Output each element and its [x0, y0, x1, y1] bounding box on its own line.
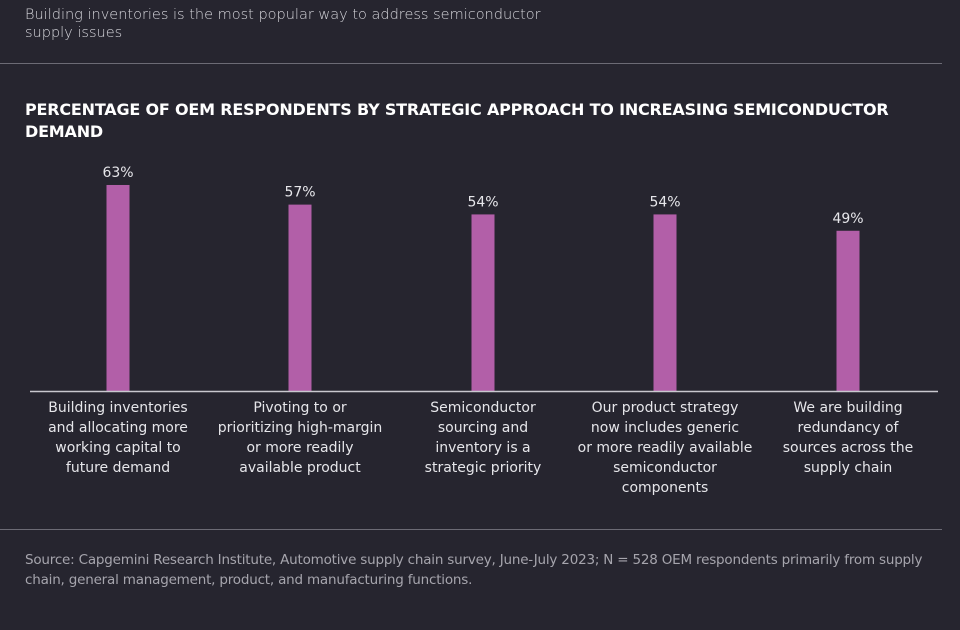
data-label-3: 54%	[467, 194, 498, 210]
data-label-1: 63%	[102, 165, 133, 181]
bottom-divider	[0, 529, 942, 530]
bar-1	[106, 184, 130, 391]
bar-2	[288, 204, 312, 391]
category-label-5: We are building redundancy of sources acro…	[782, 400, 914, 476]
top-divider	[0, 63, 942, 64]
bar-chart: 63% 57% 54% 54% 49%	[30, 165, 938, 393]
source-note: Source: Capgemini Research Institute, Au…	[25, 552, 923, 588]
data-label-4: 54%	[649, 194, 680, 210]
data-label-2: 57%	[284, 185, 315, 201]
category-label-4: Our product strategy now includes generic…	[577, 400, 753, 496]
data-label-5: 49%	[832, 211, 863, 227]
chart-title: PERCENTAGE OF OEM RESPONDENTS BY STRATEG…	[25, 100, 889, 141]
bar-4	[653, 214, 677, 391]
bar-5	[836, 230, 860, 391]
bars-group: 63% 57% 54% 54% 49%	[102, 165, 864, 391]
bar-3	[471, 214, 495, 391]
category-label-1: Building inventories and allocating more w…	[48, 400, 188, 476]
headline: Building inventories is the most popular…	[25, 7, 541, 41]
category-label-2: Pivoting to or prioritizing high-margin or…	[217, 400, 383, 476]
